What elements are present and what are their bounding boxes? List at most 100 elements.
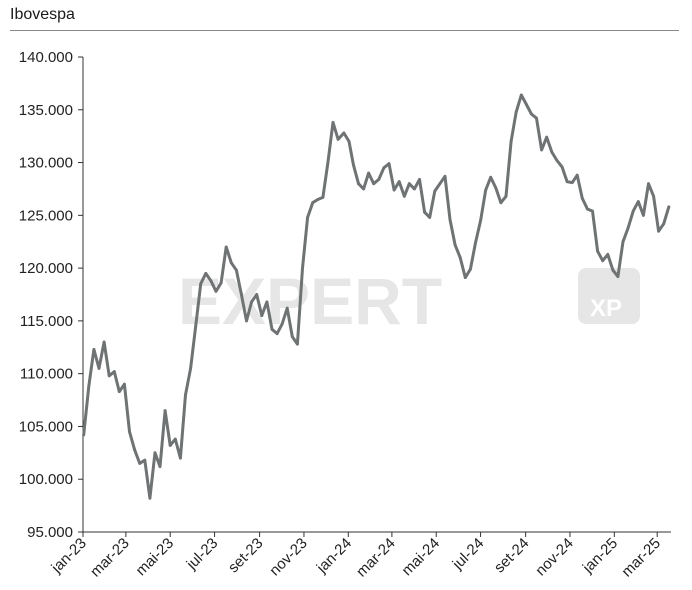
y-tick-label: 100.000 (19, 471, 73, 488)
data-point (270, 327, 274, 331)
data-point (647, 182, 650, 186)
x-tick-label: jan-24 (313, 535, 355, 577)
data-point (402, 194, 406, 198)
data-point (397, 180, 401, 184)
data-point (565, 180, 569, 184)
data-point (662, 222, 666, 226)
data-point (260, 314, 264, 317)
data-point (367, 171, 370, 175)
watermark-badge (578, 268, 640, 324)
data-point (280, 322, 284, 326)
watermark-text: EXPERT (178, 264, 442, 338)
data-point (642, 213, 645, 217)
x-tick-label: nov-23 (266, 535, 310, 579)
data-point (240, 293, 243, 296)
y-tick-label: 105.000 (19, 418, 73, 435)
data-point (82, 433, 86, 437)
data-point (575, 173, 579, 177)
data-point (504, 194, 508, 198)
x-tick-label: jul-24 (449, 535, 488, 574)
data-point (133, 448, 137, 452)
data-point (535, 116, 538, 120)
data-point (514, 110, 518, 114)
data-point (296, 342, 299, 346)
data-point (540, 148, 543, 152)
data-point (377, 178, 381, 181)
data-point (611, 268, 615, 272)
data-point (250, 300, 254, 304)
data-point (621, 240, 625, 244)
data-point (336, 137, 340, 141)
data-point (148, 496, 152, 500)
data-point (616, 275, 620, 278)
x-tick-label: jan-25 (579, 535, 621, 577)
data-point (199, 282, 203, 286)
data-point (316, 198, 320, 201)
data-point (550, 150, 554, 154)
data-point (586, 207, 589, 211)
data-point (255, 293, 259, 296)
data-point (194, 324, 198, 328)
data-point (631, 209, 635, 213)
data-point (102, 340, 106, 344)
data-point (407, 182, 411, 186)
x-tick-label: mar-25 (618, 535, 664, 581)
data-point (636, 200, 640, 204)
data-point (235, 268, 238, 272)
data-point (591, 209, 594, 213)
data-point (163, 409, 167, 412)
chart-title: Ibovespa (10, 6, 75, 23)
data-point (265, 300, 269, 304)
data-point (652, 194, 655, 198)
data-point (209, 279, 213, 283)
data-point (469, 267, 472, 271)
x-tick-label: jan-23 (48, 535, 90, 577)
data-point (224, 245, 228, 249)
data-point (184, 393, 187, 397)
data-point (143, 458, 147, 462)
data-point (606, 253, 610, 256)
data-point (433, 189, 437, 193)
data-point (387, 162, 391, 166)
data-point (306, 216, 309, 219)
data-point (158, 465, 162, 468)
data-point (97, 367, 101, 370)
data-point (463, 276, 467, 279)
y-tick-label: 130.000 (19, 155, 73, 172)
data-point (219, 281, 223, 285)
y-tick-label: 95.000 (27, 524, 73, 541)
data-point (413, 187, 416, 191)
data-point (112, 370, 116, 373)
x-tick-label: mai-23 (133, 535, 177, 579)
data-point (479, 219, 482, 223)
y-tick-label: 125.000 (19, 207, 73, 224)
data-point (484, 188, 488, 192)
data-point (448, 218, 452, 222)
data-point (509, 140, 513, 143)
data-point (331, 121, 335, 124)
data-point (173, 437, 177, 441)
data-point (453, 243, 457, 247)
data-point (275, 332, 279, 335)
x-tick-label: mar-24 (353, 535, 399, 581)
data-point (423, 210, 426, 214)
data-point (580, 197, 584, 200)
data-point (153, 451, 157, 455)
x-tick-label: nov-24 (532, 535, 576, 579)
watermark: EXPERT XP (178, 264, 640, 338)
x-tick-label: set-23 (225, 535, 267, 577)
data-point (438, 182, 442, 186)
watermark-badge-text: XP (590, 295, 622, 322)
data-point (87, 384, 91, 388)
data-point (214, 289, 218, 293)
data-point (601, 259, 605, 263)
data-point (311, 201, 315, 205)
x-tick-label: set-24 (491, 535, 533, 577)
data-point (489, 175, 493, 179)
data-point (245, 319, 248, 323)
data-point (347, 140, 351, 143)
data-point (525, 103, 528, 106)
data-point (123, 382, 126, 386)
data-point (560, 165, 564, 169)
